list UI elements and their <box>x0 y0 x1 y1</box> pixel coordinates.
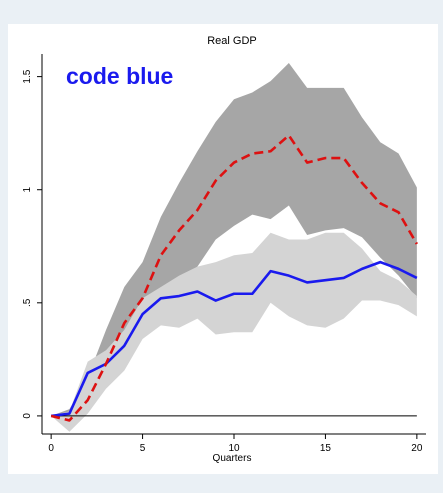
confidence-bands <box>51 63 417 432</box>
chart-title: Real GDP <box>207 35 257 47</box>
y-tick-label: 0 <box>22 413 33 419</box>
y-tick-label: 1.5 <box>22 69 33 83</box>
x-tick-label: 15 <box>320 443 332 454</box>
series-lines <box>50 134 418 422</box>
chart-frame: Real GDP code blue Quarters 0 5 10 15 20 0 .5 1… <box>8 24 438 474</box>
x-tick-label: 10 <box>228 443 240 454</box>
y-tick-label: 1 <box>22 186 33 192</box>
real-gdp-chart: Real GDP code blue Quarters 0 5 10 15 20 0 .5 1… <box>22 35 426 464</box>
x-tick-label: 5 <box>140 443 146 454</box>
x-tick-label: 20 <box>411 443 423 454</box>
x-tick-label: 0 <box>48 443 54 454</box>
red-dashed-series-line <box>50 134 418 422</box>
confidence-band-1 <box>51 63 417 421</box>
x-axis-label: Quarters <box>213 453 252 464</box>
y-tick-label: .5 <box>22 298 33 307</box>
blue-solid-series-line <box>50 260 418 418</box>
code-blue-annotation: code blue <box>66 63 173 89</box>
confidence-band-2 <box>51 232 417 432</box>
axes: 0 5 10 15 20 0 .5 1 1.5 <box>22 54 426 454</box>
